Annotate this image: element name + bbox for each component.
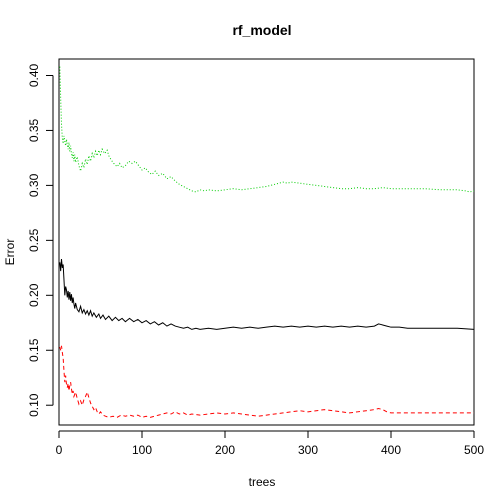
y-axis-label: Error [3,239,17,266]
x-tick-label: 0 [56,443,63,457]
y-tick-label: 0.30 [27,173,41,197]
y-tick-label: 0.20 [27,283,41,307]
series-group [59,66,475,418]
series-line-2 [59,345,474,418]
x-tick-label: 400 [381,443,401,457]
y-tick-label: 0.15 [27,338,41,362]
plot-box [58,58,475,426]
x-tick-label: 500 [464,443,484,457]
y-axis: 0.10 0.15 0.20 0.25 0.30 0.35 0.40 [27,63,54,417]
chart-title: rf_model [232,22,291,38]
y-tick-label: 0.35 [27,118,41,142]
x-axis: 0 100 200 300 400 500 [56,430,484,457]
x-tick-label: 100 [132,443,152,457]
y-tick-label: 0.10 [27,393,41,417]
x-tick-label: 300 [298,443,318,457]
series-line-1 [59,258,475,330]
y-tick-label: 0.25 [27,228,41,252]
series-line-3 [59,66,475,193]
y-tick-label: 0.40 [27,63,41,87]
x-axis-label: trees [249,475,276,489]
x-tick-label: 200 [215,443,235,457]
